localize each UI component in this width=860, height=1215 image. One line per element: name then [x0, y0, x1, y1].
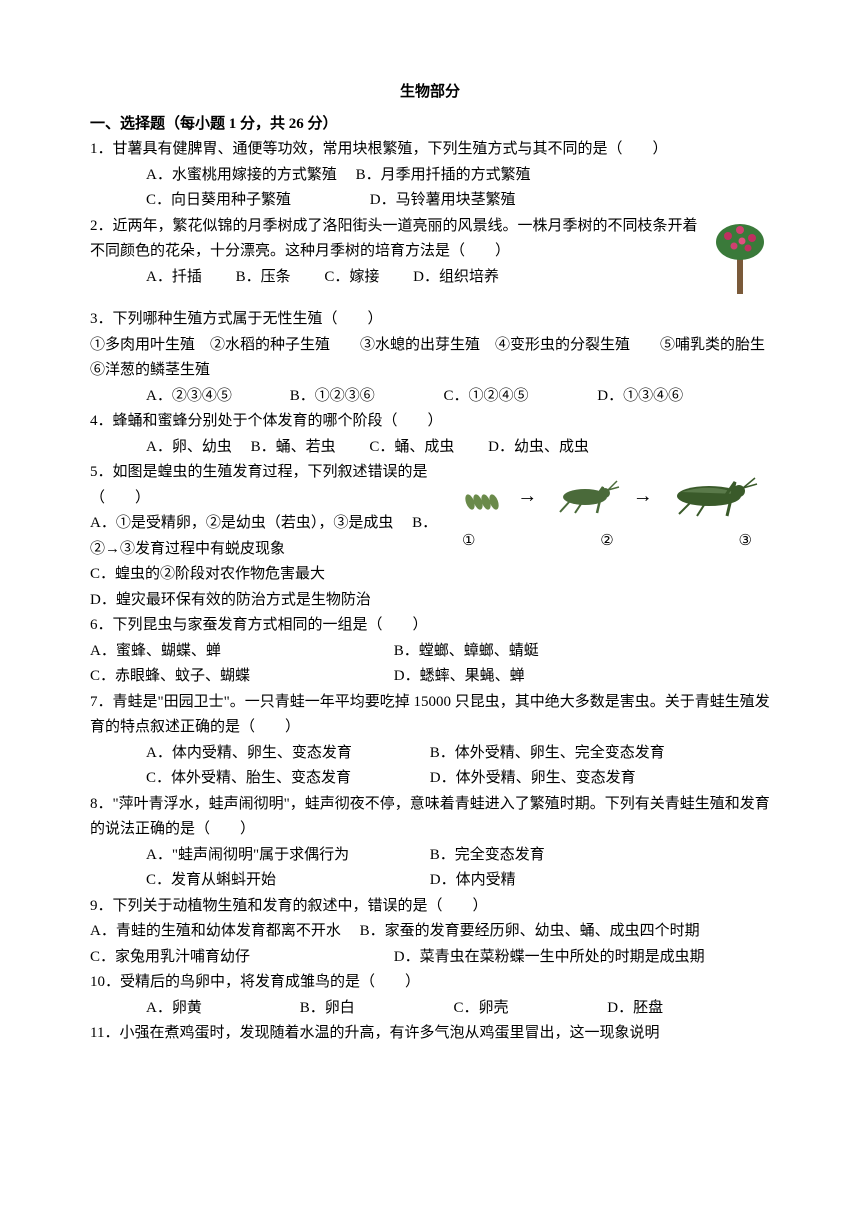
- q3-option-c: C．①②④⑤: [444, 384, 594, 410]
- q2-option-c: C．嫁接: [324, 269, 379, 285]
- q6-option-d: D．蟋蟀、果蝇、蝉: [394, 668, 525, 684]
- rose-tree-image: [710, 214, 770, 304]
- locust-label-3: ③: [739, 529, 752, 555]
- q4-option-c: C．蛹、成虫: [369, 439, 454, 455]
- q7-option-c: C．体外受精、胎生、变态发育: [146, 766, 426, 792]
- q10-option-a: A．卵黄: [146, 996, 296, 1022]
- arrow-icon: →: [633, 479, 653, 513]
- question-9: 9．下列关于动植物生殖和发育的叙述中，错误的是（ ） A．青蛙的生殖和幼体发育都…: [90, 894, 770, 971]
- q6-option-b: B．螳螂、蟑螂、蜻蜓: [394, 643, 539, 659]
- q2-option-b: B．压条: [236, 269, 291, 285]
- question-3: 3．下列哪种生殖方式属于无性生殖（ ） ①多肉用叶生殖 ②水稻的种子生殖 ③水螅…: [90, 307, 770, 409]
- q8-option-a: A．"蛙声闹彻明"属于求偶行为: [146, 843, 426, 869]
- q8-option-d: D．体内受精: [430, 872, 516, 888]
- q1-option-a: A．水蜜桃用嫁接的方式繁殖: [146, 167, 337, 183]
- locust-label-2: ②: [600, 529, 613, 555]
- q8-option-c: C．发育从蝌蚪开始: [146, 868, 426, 894]
- q9-stem: 9．下列关于动植物生殖和发育的叙述中，错误的是（ ）: [90, 894, 770, 920]
- q2-option-a: A．扦插: [146, 269, 202, 285]
- q3-items: ①多肉用叶生殖 ②水稻的种子生殖 ③水螅的出芽生殖 ④变形虫的分裂生殖 ⑤哺乳类…: [90, 333, 770, 384]
- question-2: 2．近两年，繁花似锦的月季树成了洛阳街头一道亮丽的风景线。一株月季树的不同枝条开…: [90, 214, 770, 308]
- q5-option-a: A．①是受精卵，②是幼虫（若虫），③是成虫: [90, 515, 393, 531]
- question-1: 1．甘薯具有健脾胃、通便等功效，常用块根繁殖，下列生殖方式与其不同的是（ ） A…: [90, 137, 770, 214]
- q10-stem: 10．受精后的鸟卵中，将发育成雏鸟的是（ ）: [90, 970, 770, 996]
- question-11: 11．小强在煮鸡蛋时，发现随着水温的升高，有许多气泡从鸡蛋里冒出，这一现象说明: [90, 1021, 770, 1047]
- q4-stem: 4．蜂蛹和蜜蜂分别处于个体发育的哪个阶段（ ）: [90, 409, 770, 435]
- q6-option-a: A．蜜蜂、蝴蝶、蝉: [90, 639, 390, 665]
- q1-option-b: B．月季用扦插的方式繁殖: [356, 167, 531, 183]
- page-title: 生物部分: [90, 80, 770, 106]
- q9-option-c: C．家兔用乳汁哺育幼仔: [90, 945, 390, 971]
- q8-stem: 8．"萍叶青浮水，蛙声闹彻明"，蛙声彻夜不停，意味着青蛙进入了繁殖时期。下列有关…: [90, 792, 770, 843]
- locust-label-1: ①: [462, 529, 475, 555]
- q2-stem: 2．近两年，繁花似锦的月季树成了洛阳街头一道亮丽的风景线。一株月季树的不同枝条开…: [90, 214, 770, 265]
- arrow-icon: →: [517, 479, 537, 513]
- q3-option-b: B．①②③⑥: [290, 384, 440, 410]
- q4-option-d: D．幼虫、成虫: [488, 439, 589, 455]
- q8-option-b: B．完全变态发育: [430, 847, 545, 863]
- q9-option-a: A．青蛙的生殖和幼体发育都离不开水: [90, 923, 341, 939]
- question-8: 8．"萍叶青浮水，蛙声闹彻明"，蛙声彻夜不停，意味着青蛙进入了繁殖时期。下列有关…: [90, 792, 770, 894]
- q9-option-d: D．菜青虫在菜粉蝶一生中所处的时期是成虫期: [394, 949, 705, 965]
- q10-option-d: D．胚盘: [607, 996, 663, 1022]
- q1-stem: 1．甘薯具有健脾胃、通便等功效，常用块根繁殖，下列生殖方式与其不同的是（ ）: [90, 137, 770, 163]
- question-4: 4．蜂蛹和蜜蜂分别处于个体发育的哪个阶段（ ） A．卵、幼虫 B．蛹、若虫 C．…: [90, 409, 770, 460]
- question-7: 7．青蛙是"田园卫士"。一只青蛙一年平均要吃掉 15000 只昆虫，其中绝大多数…: [90, 690, 770, 792]
- section-1-header: 一、选择题（每小题 1 分，共 26 分）: [90, 112, 770, 138]
- q10-option-c: C．卵壳: [454, 996, 604, 1022]
- q7-option-d: D．体外受精、卵生、变态发育: [430, 770, 636, 786]
- q3-stem: 3．下列哪种生殖方式属于无性生殖（ ）: [90, 307, 770, 333]
- q10-option-b: B．卵白: [300, 996, 450, 1022]
- q6-stem: 6．下列昆虫与家蚕发育方式相同的一组是（ ）: [90, 613, 770, 639]
- q3-option-a: A．②③④⑤: [146, 384, 286, 410]
- q6-option-c: C．赤眼蜂、蚊子、蝴蝶: [90, 664, 390, 690]
- q7-option-b: B．体外受精、卵生、完全变态发育: [430, 745, 665, 761]
- q5-option-c: C．蝗虫的②阶段对农作物危害最大: [90, 562, 770, 588]
- question-5: → →: [90, 460, 770, 613]
- q2-option-d: D．组织培养: [413, 269, 499, 285]
- question-6: 6．下列昆虫与家蚕发育方式相同的一组是（ ） A．蜜蜂、蝴蝶、蝉 B．螳螂、蟑螂…: [90, 613, 770, 690]
- q4-option-a: A．卵、幼虫: [146, 439, 232, 455]
- question-10: 10．受精后的鸟卵中，将发育成雏鸟的是（ ） A．卵黄 B．卵白 C．卵壳 D．…: [90, 970, 770, 1021]
- q3-option-d: D．①③④⑥: [597, 384, 683, 410]
- q7-option-a: A．体内受精、卵生、变态发育: [146, 741, 426, 767]
- q1-option-d: D．马铃薯用块茎繁殖: [370, 192, 516, 208]
- q5-option-d: D．蝗灾最环保有效的防治方式是生物防治: [90, 588, 770, 614]
- locust-diagram: → →: [450, 464, 770, 554]
- q11-stem: 11．小强在煮鸡蛋时，发现随着水温的升高，有许多气泡从鸡蛋里冒出，这一现象说明: [90, 1021, 770, 1047]
- q7-stem: 7．青蛙是"田园卫士"。一只青蛙一年平均要吃掉 15000 只昆虫，其中绝大多数…: [90, 690, 770, 741]
- q9-option-b: B．家蚕的发育要经历卵、幼虫、蛹、成虫四个时期: [360, 923, 700, 939]
- q4-option-b: B．蛹、若虫: [251, 439, 336, 455]
- q1-option-c: C．向日葵用种子繁殖: [146, 192, 291, 208]
